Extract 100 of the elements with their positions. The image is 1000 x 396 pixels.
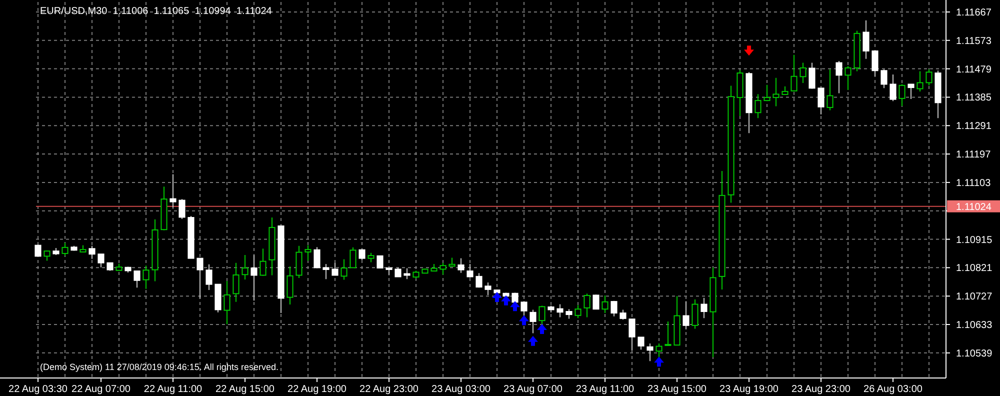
candlestick <box>466 264 474 278</box>
candlestick <box>844 66 852 90</box>
x-tick-label: 22 Aug 11:00 <box>144 384 203 395</box>
candlestick <box>88 245 96 260</box>
y-tick-label: 1.11667 <box>956 7 992 18</box>
candlestick <box>296 245 302 278</box>
point <box>654 356 664 367</box>
candlestick <box>556 304 564 318</box>
y-tick-label: 1.11573 <box>956 36 992 47</box>
candlestick <box>620 309 626 320</box>
candlestick <box>322 264 330 280</box>
candlestick <box>314 246 320 269</box>
candlestick <box>574 304 582 319</box>
candlestick <box>908 84 914 100</box>
candlestick <box>692 298 698 330</box>
candlestick <box>800 62 806 84</box>
candlestick <box>836 60 842 94</box>
x-tick-label: 23 Aug 07:00 <box>504 384 563 395</box>
candlestick <box>178 198 186 220</box>
x-tick-label: 22 Aug 19:00 <box>288 384 347 395</box>
ref-line-label: 1.11024 <box>956 202 992 213</box>
candlestick <box>358 248 366 260</box>
candlestick <box>206 264 212 291</box>
y-tick-label: 1.10727 <box>956 292 993 303</box>
point <box>537 324 547 334</box>
candlestick <box>826 68 834 111</box>
x-tick-label: 23 Aug 03:00 <box>432 384 491 395</box>
candlestick <box>790 54 798 92</box>
x-tick-label: 22 Aug 23:00 <box>360 384 419 395</box>
candlestick <box>754 94 762 119</box>
candlestick <box>476 272 482 288</box>
candlestick <box>592 294 600 310</box>
candlestick <box>638 336 644 350</box>
point <box>501 295 511 306</box>
y-tick-label: 1.11103 <box>956 178 992 189</box>
y-tick-label: 1.10539 <box>956 348 993 360</box>
candlestick <box>880 68 888 89</box>
candlestick <box>98 254 104 268</box>
candlestick <box>232 262 240 302</box>
candlestick <box>196 258 204 300</box>
candlestick <box>646 343 654 362</box>
candlestick <box>764 84 770 102</box>
x-tick-label: 22 Aug 03:30 <box>8 384 68 395</box>
candlestick <box>332 262 338 276</box>
x-tick-label: 23 Aug 19:00 <box>720 384 779 395</box>
y-tick-label: 1.10633 <box>956 320 993 331</box>
x-tick-label: 23 Aug 23:00 <box>792 384 851 395</box>
point <box>492 292 502 302</box>
candlestick <box>34 244 42 257</box>
candlestick <box>134 270 140 288</box>
point <box>744 46 754 56</box>
candlestick <box>376 255 384 268</box>
y-tick-label: 1.11385 <box>956 92 992 104</box>
x-tick-label: 22 Aug 15:00 <box>216 384 275 395</box>
candlestick <box>818 88 824 115</box>
candlestick <box>394 267 402 278</box>
candlestick <box>898 84 906 106</box>
candlestick <box>682 300 690 330</box>
candlestick <box>610 300 618 317</box>
candlestick <box>872 50 878 77</box>
candlestick <box>890 74 896 102</box>
candlestick <box>700 297 708 319</box>
x-tick-label: 26 Aug 03:00 <box>864 384 923 395</box>
candlestick <box>142 265 150 290</box>
point <box>519 315 529 326</box>
candlestick <box>584 293 590 318</box>
y-tick-label: 1.10821 <box>956 263 993 274</box>
y-tick-label: 1.10915 <box>956 234 993 246</box>
candlestick <box>224 280 230 325</box>
candlestick <box>340 258 348 280</box>
candlestick <box>242 254 248 280</box>
candlestick <box>916 70 924 92</box>
candlestick <box>250 254 258 302</box>
candlestick <box>538 305 546 324</box>
candlestick <box>368 252 374 263</box>
x-tick-label: 23 Aug 11:00 <box>576 384 635 395</box>
candlestick <box>484 282 492 296</box>
x-tick-label: 23 Aug 15:00 <box>648 384 707 395</box>
candlestick <box>404 268 410 280</box>
x-tick-label: 22 Aug 07:00 <box>72 384 131 395</box>
candlestick <box>664 320 672 346</box>
candlestick <box>772 77 780 107</box>
candlestick <box>286 266 294 306</box>
candlestick <box>440 262 446 276</box>
y-tick-label: 1.11479 <box>956 64 992 76</box>
y-tick-label: 1.11197 <box>956 150 992 161</box>
point <box>528 336 538 346</box>
annotation: (Demo System) 11 27/08/2019 09:46:15. All rights reserved. <box>40 362 278 372</box>
candlestick <box>602 294 608 314</box>
point <box>510 301 520 312</box>
candlestick <box>458 258 464 274</box>
candlestick <box>862 20 870 60</box>
candlestick <box>350 246 356 268</box>
candlestick <box>530 309 536 334</box>
candlestick <box>62 242 68 256</box>
y-tick-label: 1.11291 <box>956 121 992 132</box>
candlestick <box>170 174 176 208</box>
candlestick <box>926 68 932 86</box>
candlestick <box>260 248 266 276</box>
candlestick <box>304 244 312 262</box>
